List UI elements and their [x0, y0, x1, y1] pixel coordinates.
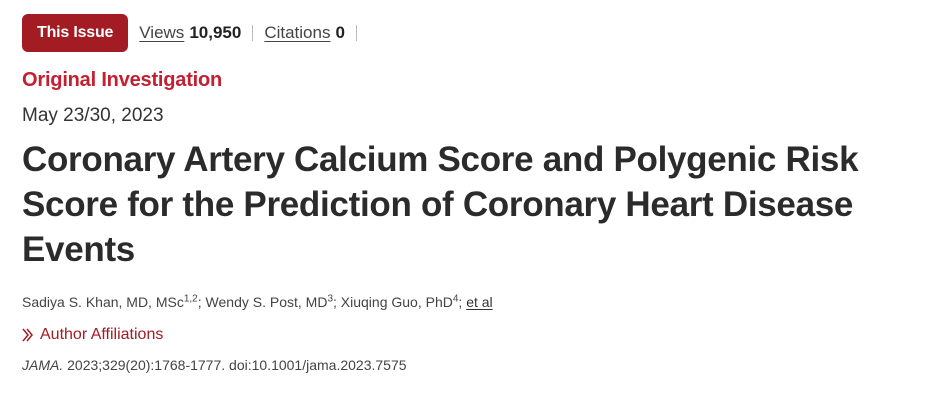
this-issue-button[interactable]: This Issue	[22, 13, 129, 52]
author-list: Sadiya S. Khan, MD, MSc1,2; Wendy S. Pos…	[22, 294, 922, 310]
author-separator: ;	[333, 294, 337, 310]
citation-details: 2023;329(20):1768-1777. doi:10.1001/jama…	[67, 357, 407, 373]
article-toolbar: This Issue Views 10,950 Citations 0	[22, 13, 922, 52]
views-metric[interactable]: Views 10,950	[139, 23, 241, 43]
author-affiliations-toggle[interactable]: Author Affiliations	[22, 326, 922, 344]
author-separator: ;	[197, 294, 202, 310]
et-al-link[interactable]: et al	[466, 294, 493, 310]
author-affiliations-label: Author Affiliations	[40, 326, 164, 343]
citations-count: 0	[335, 22, 345, 42]
views-link[interactable]: Views	[139, 22, 185, 42]
citations-link[interactable]: Citations	[264, 22, 331, 42]
divider	[252, 24, 254, 41]
divider	[355, 24, 357, 41]
author-name: Sadiya S. Khan, MD, MSc	[22, 294, 184, 310]
author-affiliation-sup: 1,2	[183, 293, 198, 305]
author-name: Wendy S. Post, MD	[205, 294, 328, 310]
citation-line: JAMA. 2023;329(20):1768-1777. doi:10.100…	[22, 357, 922, 373]
journal-name: JAMA.	[22, 357, 64, 373]
author-affiliation-sup: 3	[327, 293, 333, 305]
article-section-label: Original Investigation	[22, 69, 223, 91]
article-header: This Issue Views 10,950 Citations 0 Orig…	[22, 13, 922, 373]
article-title: Coronary Artery Calcium Score and Polyge…	[22, 140, 859, 269]
publication-date: May 23/30, 2023	[22, 105, 164, 126]
author-affiliation-sup: 4	[452, 293, 459, 305]
author-name: Xiuqing Guo, PhD	[340, 294, 453, 310]
chevron-right-double-icon	[22, 328, 33, 342]
citations-metric[interactable]: Citations 0	[264, 23, 345, 43]
author-separator: ;	[458, 294, 463, 310]
views-count: 10,950	[189, 22, 242, 42]
